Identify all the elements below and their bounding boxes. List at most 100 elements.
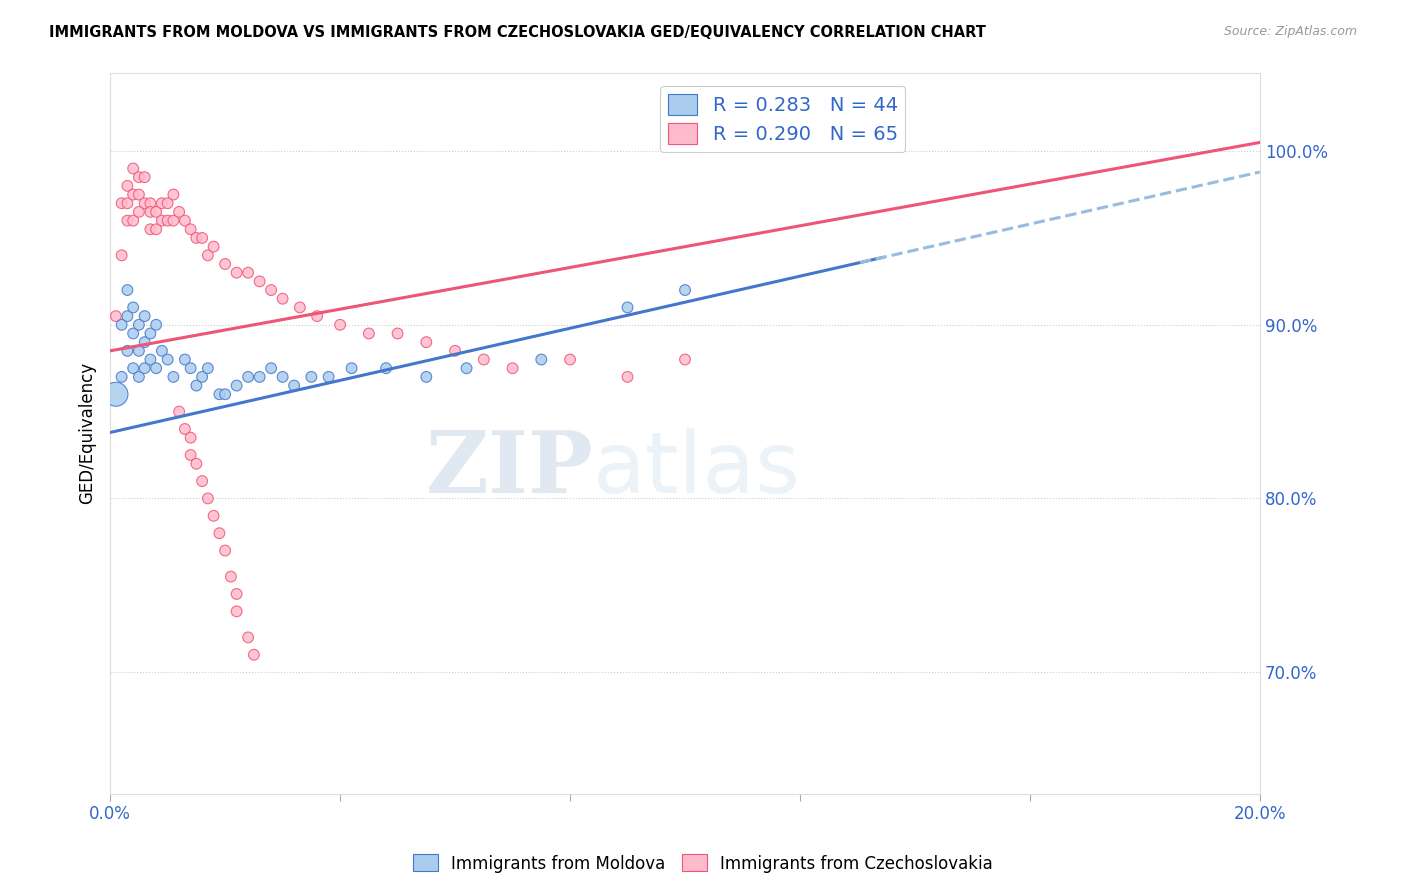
Point <box>150 213 173 227</box>
Point <box>122 187 145 202</box>
Point <box>243 648 266 662</box>
Point <box>104 387 127 401</box>
Point <box>145 222 167 236</box>
Point <box>208 526 231 541</box>
Text: atlas: atlas <box>593 428 801 511</box>
Point <box>139 326 162 341</box>
Point <box>219 569 242 583</box>
Point <box>139 196 162 211</box>
Point <box>197 491 219 506</box>
Point <box>117 283 139 297</box>
Point <box>117 178 139 193</box>
Point <box>197 248 219 262</box>
Legend: Immigrants from Moldova, Immigrants from Czechoslovakia: Immigrants from Moldova, Immigrants from… <box>406 847 1000 880</box>
Point <box>225 378 247 392</box>
Point <box>111 196 134 211</box>
Point <box>122 361 145 376</box>
Point <box>340 361 363 376</box>
Point <box>174 422 197 436</box>
Point <box>156 213 179 227</box>
Point <box>472 352 495 367</box>
Point <box>375 361 398 376</box>
Point <box>225 587 247 601</box>
Point <box>208 387 231 401</box>
Point <box>128 318 150 332</box>
Point <box>186 457 208 471</box>
Point <box>444 343 467 358</box>
Point <box>502 361 524 376</box>
Point <box>288 301 311 315</box>
Point <box>122 301 145 315</box>
Point <box>128 187 150 202</box>
Point <box>122 161 145 176</box>
Point <box>530 352 553 367</box>
Point <box>214 257 236 271</box>
Point <box>145 361 167 376</box>
Point <box>225 604 247 618</box>
Point <box>260 361 283 376</box>
Point <box>271 292 294 306</box>
Point <box>134 196 156 211</box>
Point <box>134 309 156 323</box>
Point <box>415 370 437 384</box>
Point <box>128 343 150 358</box>
Y-axis label: GED/Equivalency: GED/Equivalency <box>79 362 96 504</box>
Point <box>111 370 134 384</box>
Point <box>111 318 134 332</box>
Point <box>122 213 145 227</box>
Point <box>180 431 202 445</box>
Point <box>145 318 167 332</box>
Point <box>456 361 478 376</box>
Point <box>162 213 184 227</box>
Point <box>104 309 127 323</box>
Point <box>673 283 696 297</box>
Point <box>122 326 145 341</box>
Legend: R = 0.283   N = 44, R = 0.290   N = 65: R = 0.283 N = 44, R = 0.290 N = 65 <box>659 87 905 152</box>
Point <box>150 343 173 358</box>
Point <box>236 370 259 384</box>
Point <box>329 318 352 332</box>
Point <box>174 352 197 367</box>
Point <box>180 222 202 236</box>
Point <box>673 352 696 367</box>
Point <box>162 370 184 384</box>
Point <box>202 240 225 254</box>
Point <box>111 248 134 262</box>
Point <box>134 361 156 376</box>
Point <box>271 370 294 384</box>
Point <box>134 335 156 350</box>
Point <box>162 187 184 202</box>
Point <box>128 170 150 185</box>
Point <box>139 222 162 236</box>
Point <box>167 205 190 219</box>
Point <box>139 352 162 367</box>
Point <box>134 170 156 185</box>
Point <box>117 343 139 358</box>
Point <box>150 196 173 211</box>
Point <box>214 387 236 401</box>
Point <box>180 361 202 376</box>
Point <box>145 205 167 219</box>
Point <box>180 448 202 462</box>
Point <box>236 631 259 645</box>
Text: Source: ZipAtlas.com: Source: ZipAtlas.com <box>1223 25 1357 38</box>
Point <box>357 326 380 341</box>
Point <box>415 335 437 350</box>
Point <box>202 508 225 523</box>
Point <box>128 370 150 384</box>
Point <box>156 352 179 367</box>
Text: IMMIGRANTS FROM MOLDOVA VS IMMIGRANTS FROM CZECHOSLOVAKIA GED/EQUIVALENCY CORREL: IMMIGRANTS FROM MOLDOVA VS IMMIGRANTS FR… <box>49 25 986 40</box>
Point <box>387 326 409 341</box>
Point <box>186 378 208 392</box>
Point <box>225 266 247 280</box>
Point <box>117 213 139 227</box>
Point <box>616 301 638 315</box>
Point <box>156 196 179 211</box>
Point <box>249 370 271 384</box>
Point <box>249 274 271 288</box>
Point <box>167 404 190 418</box>
Point <box>299 370 322 384</box>
Point <box>214 543 236 558</box>
Point <box>117 196 139 211</box>
Point <box>197 361 219 376</box>
